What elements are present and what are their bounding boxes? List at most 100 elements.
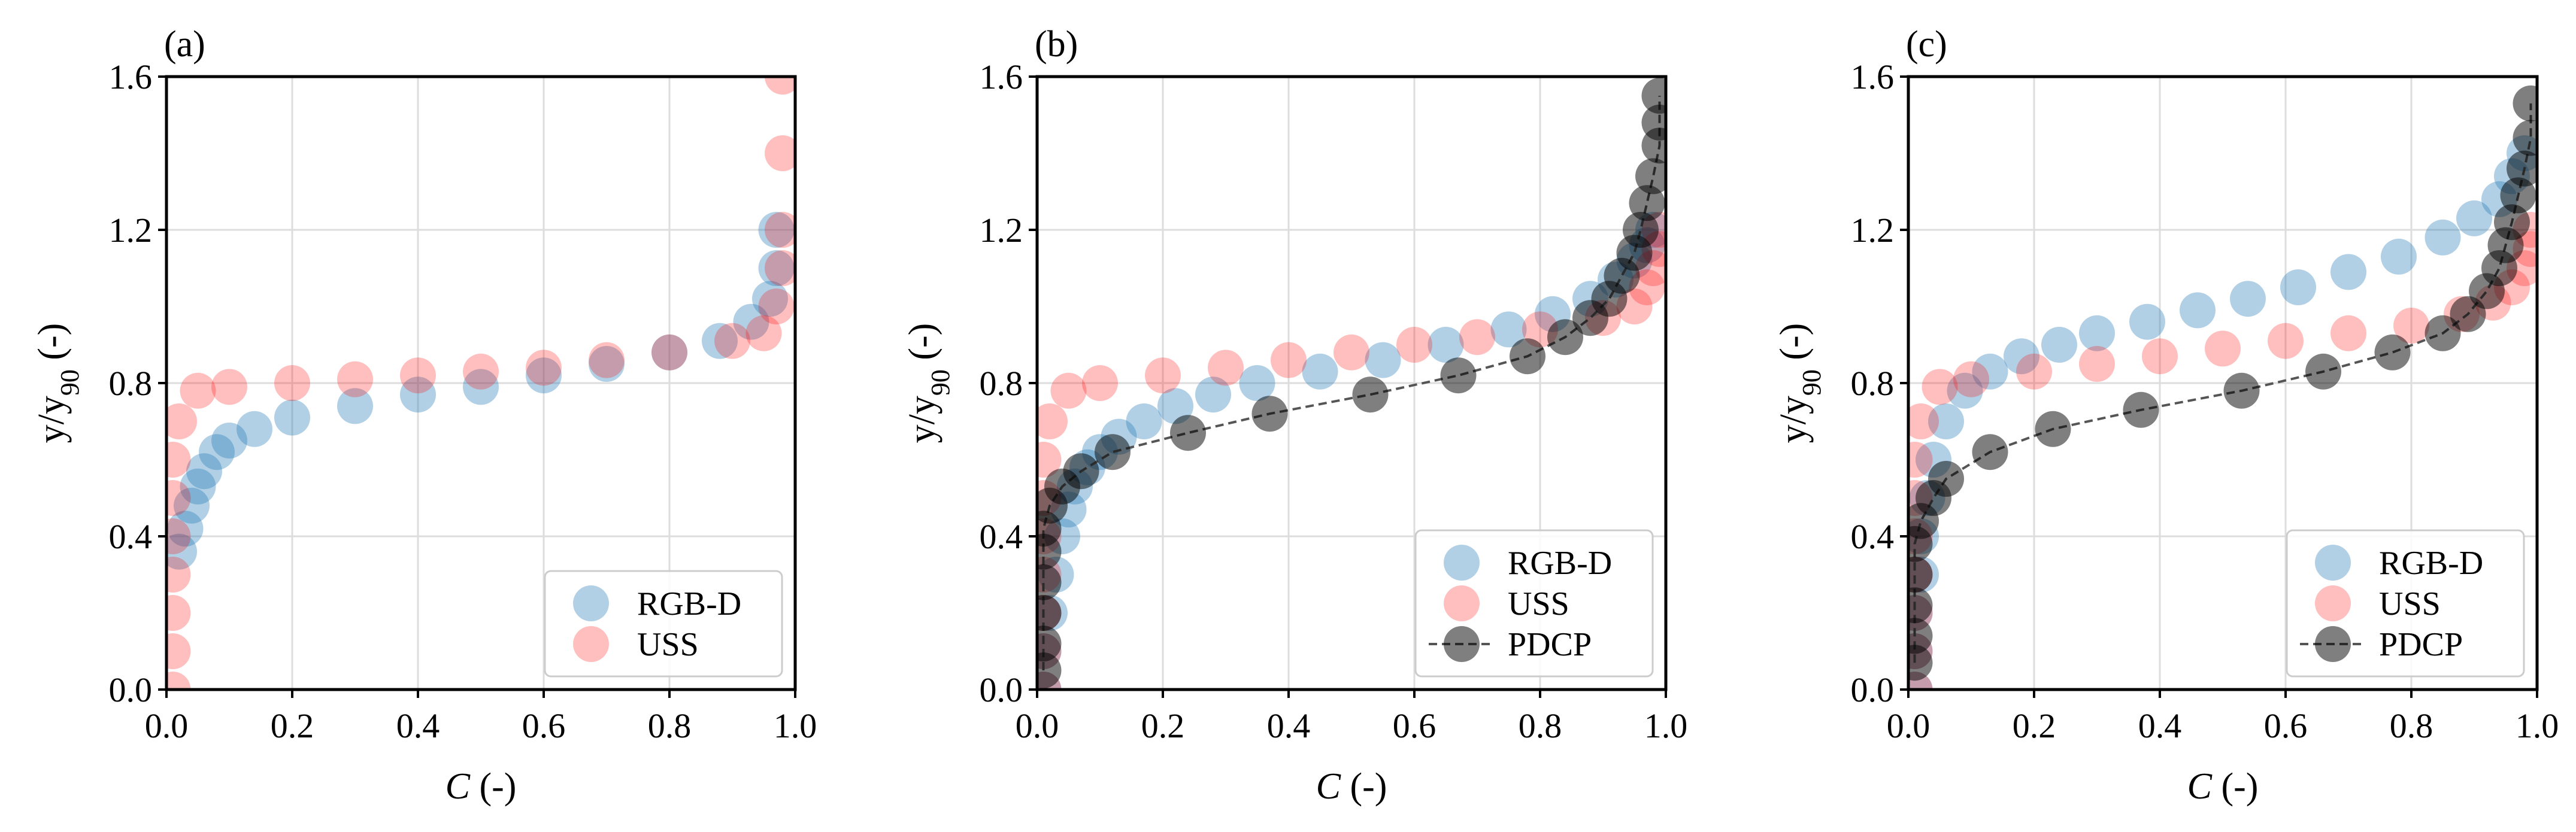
- y-tick-label: 1.2: [109, 211, 153, 250]
- data-point: [174, 487, 210, 524]
- y-tick-label: 0.0: [980, 670, 1023, 709]
- legend-label: PDCP: [1508, 626, 1592, 663]
- x-tick-label: 0.0: [1016, 706, 1059, 745]
- data-point: [2425, 315, 2461, 351]
- legend-item-rgb-d: RGB-D: [1444, 545, 1612, 582]
- data-point: [2004, 338, 2039, 375]
- data-point: [1157, 388, 1193, 424]
- data-point: [1972, 434, 2008, 470]
- data-point: [526, 357, 562, 394]
- x-tick-label: 0.0: [145, 706, 189, 745]
- data-point: [274, 365, 310, 401]
- data-point: [765, 135, 795, 171]
- data-point: [1922, 369, 1958, 405]
- plot-area: [1908, 85, 2537, 690]
- legend-label: RGB-D: [2379, 545, 2483, 582]
- data-point: [1490, 311, 1527, 348]
- legend-item-rgb-d: RGB-D: [573, 585, 741, 623]
- data-point: [1908, 557, 1933, 593]
- legend-marker: [1444, 585, 1480, 621]
- data-point: [1037, 442, 1062, 478]
- data-point: [589, 346, 625, 382]
- data-point: [166, 595, 191, 631]
- data-point: [274, 399, 310, 436]
- y-tick-label: 0.8: [980, 364, 1023, 403]
- x-tick-label: 0.2: [2013, 706, 2056, 745]
- data-point: [1953, 361, 1989, 397]
- data-point: [714, 323, 750, 359]
- series-pdcp: [1037, 78, 1666, 688]
- data-point: [1302, 353, 1338, 390]
- x-tick-label: 1.0: [2516, 706, 2559, 745]
- y-tick-label: 1.6: [1851, 57, 1895, 96]
- data-point: [2507, 150, 2537, 187]
- data-point: [2513, 85, 2537, 122]
- y-tick-label: 0.8: [109, 364, 153, 403]
- x-tick-label: 0.4: [396, 706, 440, 745]
- panel-label: (c): [1906, 24, 1947, 65]
- series-uss: [166, 77, 795, 690]
- data-point: [2494, 204, 2530, 241]
- x-tick-label: 0.8: [2390, 706, 2433, 745]
- legend-item-uss: USS: [573, 626, 699, 663]
- data-point: [1037, 564, 1062, 600]
- y-axis-label: y/y90 (-): [902, 323, 955, 444]
- data-point: [1365, 342, 1401, 378]
- data-point: [765, 212, 795, 248]
- x-tick-label: 0.4: [2138, 706, 2182, 745]
- data-point: [1050, 372, 1087, 409]
- data-point: [1635, 158, 1666, 195]
- x-tick-label: 1.0: [774, 706, 817, 745]
- legend-box: [544, 570, 783, 678]
- data-point: [2079, 346, 2115, 382]
- data-point: [180, 372, 216, 409]
- data-point: [1170, 415, 1206, 451]
- legend-marker: [2315, 626, 2351, 662]
- data-point: [2456, 200, 2492, 236]
- data-point: [2079, 315, 2115, 351]
- y-tick-label: 0.8: [1851, 364, 1895, 403]
- data-point: [211, 423, 247, 458]
- data-point: [1908, 618, 1933, 654]
- x-axis-label: C (-): [1316, 766, 1387, 807]
- y-tick-label: 1.6: [109, 57, 153, 96]
- data-point: [733, 303, 769, 340]
- data-point: [1547, 319, 1583, 356]
- y-tick-label: 1.6: [980, 57, 1023, 96]
- data-point: [186, 453, 222, 490]
- data-point: [651, 334, 687, 371]
- x-tick-label: 0.8: [1519, 706, 1562, 745]
- y-tick-label: 0.4: [109, 517, 153, 556]
- data-point: [166, 533, 197, 570]
- chart-panel-3: 0.0 0.2 0.4 0.6 0.8 1.0 0.0 0.4 0.8 1.2 1.6 (c) C (-…: [1773, 24, 2559, 807]
- data-point: [1208, 350, 1244, 386]
- data-point: [765, 250, 795, 286]
- data-point: [2041, 327, 2077, 363]
- data-point: [1037, 595, 1062, 631]
- data-point: [1510, 338, 1545, 375]
- y-tick-label: 1.2: [980, 211, 1023, 250]
- data-point: [1095, 434, 1131, 470]
- series-rgb-d: [166, 212, 795, 570]
- data-point: [1641, 78, 1666, 114]
- data-point: [1428, 327, 1464, 363]
- data-point: [2205, 330, 2241, 367]
- data-point: [2280, 269, 2316, 305]
- data-point: [2381, 238, 2417, 275]
- data-point: [337, 388, 373, 424]
- data-point: [2142, 338, 2178, 375]
- data-point: [1037, 403, 1068, 439]
- series-pdcp: [1908, 85, 2537, 681]
- data-point: [2230, 281, 2266, 317]
- data-point: [745, 315, 782, 351]
- x-tick-label: 0.8: [648, 706, 692, 745]
- data-point: [1908, 587, 1933, 624]
- legend-label: USS: [1508, 585, 1569, 623]
- legend-marker: [2315, 585, 2351, 621]
- data-point: [1908, 403, 1939, 439]
- data-point: [702, 323, 738, 359]
- x-tick-label: 0.6: [1393, 706, 1437, 745]
- data-point: [1037, 625, 1062, 662]
- x-tick-label: 0.2: [271, 706, 314, 745]
